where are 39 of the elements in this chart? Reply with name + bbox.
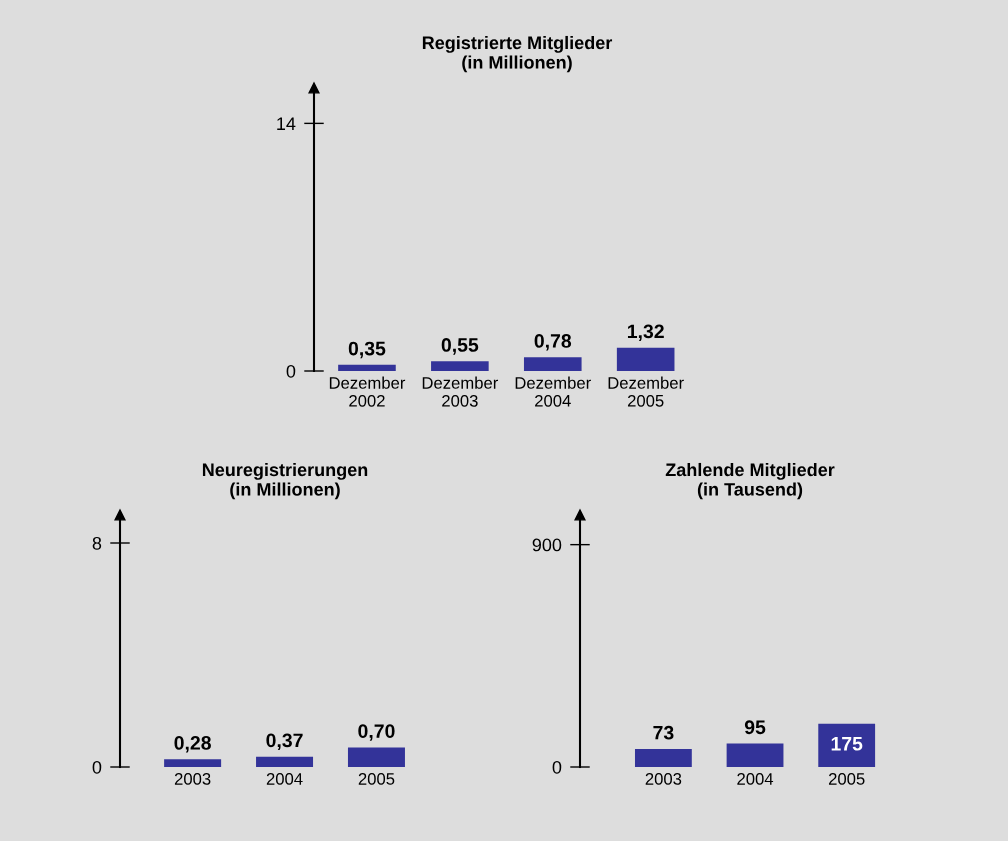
- bar: [347, 747, 405, 767]
- bar: [616, 347, 675, 371]
- data-label: 0,28: [174, 735, 211, 753]
- chart-title: Zahlende Mitglieder (in Tausend): [665, 462, 835, 500]
- bar: [164, 759, 222, 767]
- x-tick-label: 2003: [174, 773, 211, 785]
- bar: [634, 748, 692, 767]
- data-label: 0,37: [266, 733, 303, 751]
- y-tick-label: 0: [286, 364, 296, 378]
- y-tick-label: 8: [92, 536, 102, 550]
- bar: [256, 756, 314, 767]
- data-label: 73: [653, 725, 674, 740]
- y-tick-label: 14: [277, 117, 296, 130]
- x-tick-label: Dezember 2005: [608, 376, 684, 407]
- data-label: 0,55: [441, 338, 479, 355]
- x-tick-label: Dezember 2002: [329, 376, 406, 407]
- chart-title: Neuregistrierungen (in Millionen): [202, 462, 368, 500]
- x-tick-label: 2005: [358, 773, 395, 785]
- data-label: 0,78: [534, 334, 572, 351]
- x-tick-label: 2005: [828, 773, 865, 785]
- data-label: 95: [744, 720, 766, 735]
- x-tick-label: 2004: [737, 773, 774, 785]
- bar: [818, 723, 876, 767]
- y-tick-label: 0: [92, 760, 102, 774]
- data-label: 175: [831, 737, 863, 751]
- y-tick-label: 900: [532, 538, 562, 552]
- data-label: 0,35: [348, 341, 386, 359]
- x-tick-label: 2003: [645, 773, 682, 785]
- x-tick-label: Dezember 2004: [515, 376, 591, 407]
- data-label: 1,32: [627, 324, 664, 342]
- bar: [338, 364, 396, 371]
- data-label: 0,70: [358, 724, 395, 741]
- x-tick-label: Dezember 2003: [422, 376, 499, 407]
- bar: [726, 743, 784, 767]
- bar: [431, 361, 489, 371]
- chart-title: Registrierte Mitglieder (in Millionen): [422, 35, 613, 73]
- x-tick-label: 2004: [266, 773, 303, 785]
- y-tick-label: 0: [552, 760, 562, 774]
- bar: [523, 357, 582, 371]
